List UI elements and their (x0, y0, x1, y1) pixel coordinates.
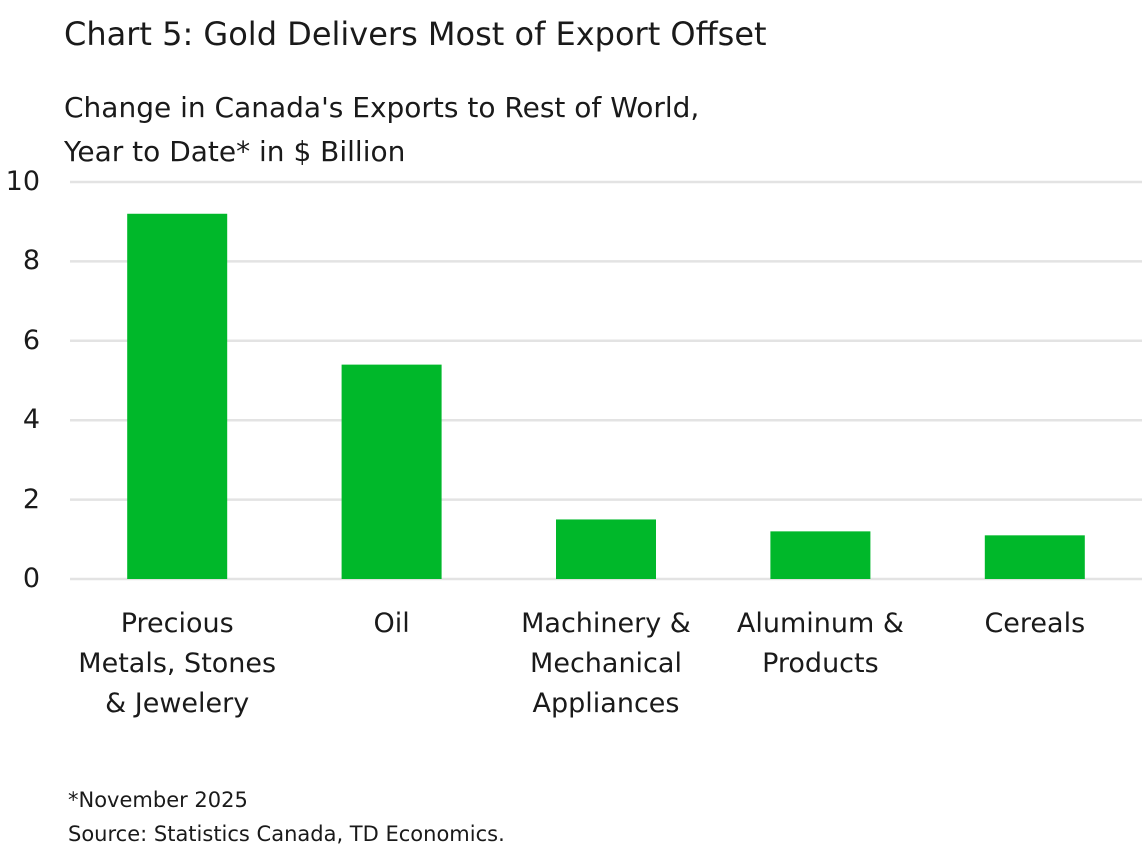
bar (556, 519, 656, 579)
x-tick-label: Oil (373, 608, 410, 639)
footnote: *November 2025 (68, 788, 248, 812)
y-tick-label: 10 (5, 166, 40, 197)
x-tick-label: Precious Metals, Stones & Jewelery (78, 608, 277, 719)
x-tick-label: Machinery & Mechanical Appliances (521, 608, 691, 719)
x-tick-label: Aluminum & Products (736, 608, 904, 679)
x-tick-label: Cereals (984, 608, 1086, 639)
y-tick-label: 4 (22, 404, 40, 436)
subtitle: Year to Date* in $ Billion (64, 135, 406, 168)
bar (984, 535, 1085, 579)
y-tick-label: 2 (22, 483, 40, 515)
y-tick-label: 6 (22, 324, 40, 356)
source: Source: Statistics Canada, TD Economics. (68, 822, 505, 846)
y-tick-label: 8 (22, 245, 40, 277)
bar (341, 364, 442, 579)
subtitle: Change in Canada's Exports to Rest of Wo… (64, 91, 700, 124)
bar (770, 531, 871, 579)
y-tick-label: 0 (22, 563, 40, 594)
chart-title: Chart 5: Gold Delivers Most of Export Of… (64, 15, 767, 53)
bar (127, 213, 228, 579)
